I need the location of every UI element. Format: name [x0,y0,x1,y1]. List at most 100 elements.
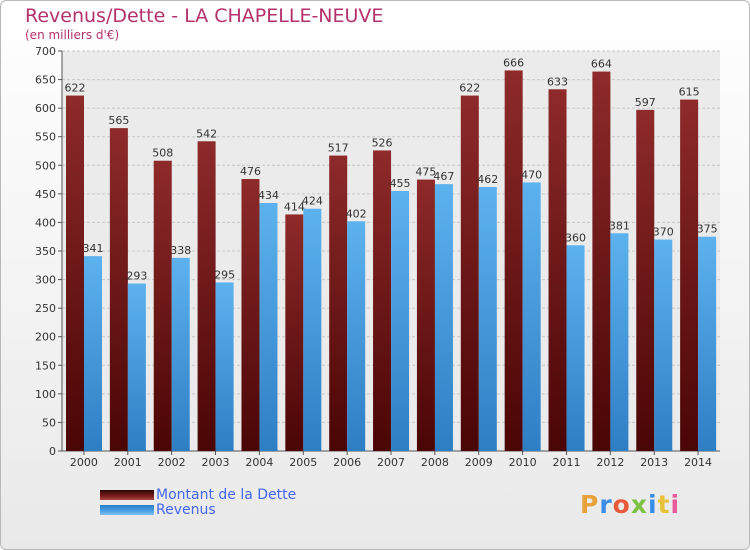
data-label-revenus: 375 [697,223,718,236]
data-label-dette: 597 [635,96,656,109]
x-tick-label: 2012 [596,456,624,469]
y-tick-label: 700 [35,45,56,58]
bar-dette [197,141,216,452]
data-label-dette: 633 [547,75,568,88]
bar-dette [680,99,699,452]
bar-revenus [391,191,410,451]
bar-dette [416,179,435,452]
legend-item-dette: Montant de la Dette [100,487,296,503]
data-label-dette: 622 [459,82,480,95]
data-label-dette: 526 [372,136,393,149]
proxiti-logo: Proxiti [580,490,680,519]
x-tick-label: 2008 [421,456,449,469]
y-tick-label: 200 [35,331,56,344]
data-label-dette: 622 [65,82,86,95]
data-label-revenus: 455 [390,177,411,190]
legend-item-revenus: Revenus [100,502,216,518]
bar-dette [329,155,348,452]
logo-letter: i [648,490,658,519]
legend-swatch-dette [100,490,154,500]
bar-dette [636,109,655,451]
y-tick-label: 400 [35,216,56,229]
x-tick-label: 2011 [552,456,580,469]
bar-revenus [698,236,717,451]
bar-revenus [654,239,673,451]
bar-dette [460,95,479,452]
bar-dette [592,71,611,452]
data-label-dette: 414 [284,200,305,213]
y-tick-label: 600 [35,102,56,115]
x-tick-label: 2003 [202,456,230,469]
x-tick-label: 2006 [333,456,361,469]
bar-revenus [171,257,190,451]
x-tick-label: 2009 [465,456,493,469]
y-tick-label: 350 [35,245,56,258]
chart-subtitle: (en milliers d'€) [25,28,120,42]
bar-revenus [478,187,497,451]
y-tick-label: 100 [35,388,56,401]
x-tick-label: 2013 [640,456,668,469]
logo-letter: r [599,490,613,519]
x-tick-label: 2005 [289,456,317,469]
bar-revenus [303,208,322,451]
bar-dette [66,95,84,452]
data-label-revenus: 470 [521,168,542,181]
data-label-revenus: 424 [302,195,323,208]
bar-revenus [434,184,453,451]
data-label-dette: 664 [591,58,612,71]
data-label-dette: 565 [108,114,129,127]
y-tick-label: 450 [35,188,56,201]
bar-dette [153,160,172,451]
bar-revenus [215,282,234,451]
x-tick-label: 2010 [509,456,537,469]
data-label-revenus: 402 [346,207,367,220]
chart-title: Revenus/Dette - LA CHAPELLE-NEUVE [25,5,384,27]
data-label-dette: 542 [196,127,217,140]
data-label-revenus: 381 [609,219,630,232]
bar-revenus [522,182,541,451]
y-tick-label: 0 [49,445,56,458]
logo-letter: i [670,490,681,519]
x-tick-label: 2001 [114,456,142,469]
bar-dette [548,89,567,452]
bar-dette [504,70,523,451]
legend-label-revenus: Revenus [156,502,216,518]
data-label-revenus: 295 [214,268,235,281]
x-tick-label: 2007 [377,456,405,469]
data-label-revenus: 467 [433,170,454,183]
x-tick-label: 2002 [158,456,186,469]
y-tick-label: 650 [35,74,56,87]
bar-revenus [84,256,102,451]
bar-revenus [347,221,366,451]
data-label-dette: 475 [415,166,436,179]
logo-letter: o [612,490,631,519]
y-tick-label: 300 [35,274,56,287]
y-tick-label: 500 [35,159,56,172]
data-label-revenus: 360 [565,231,586,244]
data-label-revenus: 462 [477,173,498,186]
bar-dette [109,128,128,451]
data-label-dette: 666 [503,56,524,69]
data-label-revenus: 370 [653,226,674,239]
data-label-dette: 517 [328,142,349,155]
bar-dette [285,214,304,451]
bar-revenus [566,245,585,451]
legend-swatch-revenus [100,505,154,515]
data-label-dette: 615 [679,86,700,99]
y-tick-label: 250 [35,302,56,315]
bar-dette [373,150,392,451]
legend-label-dette: Montant de la Dette [156,487,297,503]
data-label-revenus: 338 [170,244,191,257]
x-tick-label: 2000 [70,456,98,469]
bar-revenus [610,233,629,451]
logo-letter: x [630,490,648,519]
y-tick-label: 550 [35,131,56,144]
bar-revenus [259,203,278,451]
data-label-revenus: 434 [258,189,279,202]
logo-letter: t [657,490,671,519]
logo-letter: P [580,490,600,519]
x-tick-label: 2014 [684,456,712,469]
data-label-revenus: 293 [126,270,147,283]
data-label-dette: 476 [240,165,261,178]
